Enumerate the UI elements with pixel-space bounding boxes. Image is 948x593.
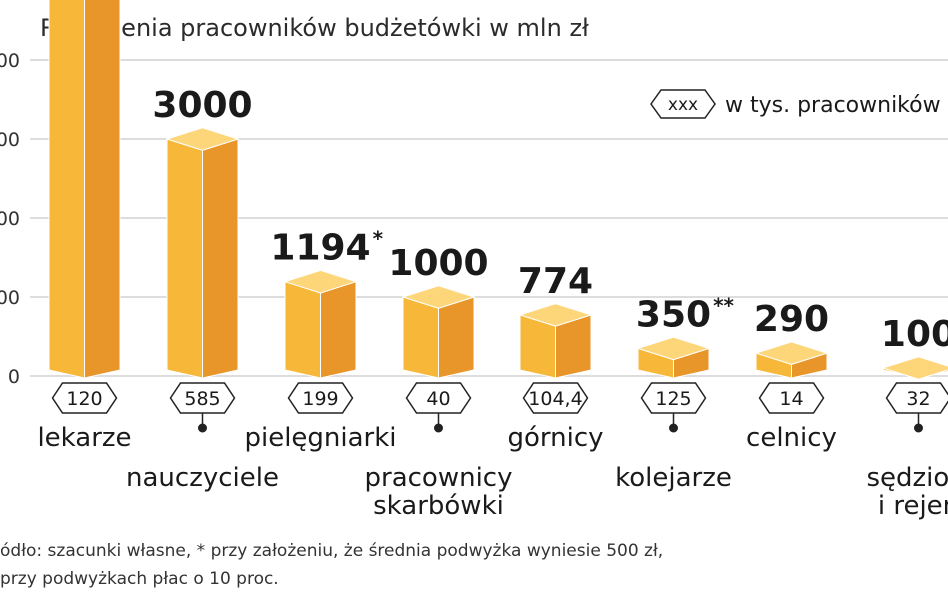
asterisk-mark: * xyxy=(373,227,384,251)
pin-dot xyxy=(198,423,207,433)
bar-group: 1194 * 199 pielęgniarki xyxy=(244,227,396,453)
bar-top xyxy=(401,285,476,309)
value-label: 100 xyxy=(881,314,948,355)
legend-hexagon-icon xyxy=(650,89,716,119)
category-label: pielęgniarki xyxy=(244,423,396,453)
bar-face xyxy=(48,0,85,379)
bar-side xyxy=(320,280,357,379)
count-label: 40 xyxy=(426,388,450,410)
y-tick-label: 000 xyxy=(0,208,20,230)
bar-group: 290 14 celnicy xyxy=(746,299,837,453)
bar-top xyxy=(518,303,593,327)
bar-group: 350 ** 125 kolejarze xyxy=(615,293,734,493)
value-label: 774 xyxy=(518,261,593,302)
y-tick-label: 0 xyxy=(8,366,20,388)
pin-dot xyxy=(434,423,443,433)
bar-group: 100 32 sędziowi rejen xyxy=(866,314,948,521)
count-label: 199 xyxy=(302,388,338,410)
bar-side xyxy=(84,0,121,379)
footnote: ódło: szacunki własne, * przy założeniu,… xyxy=(0,541,663,589)
value-label: 3000 xyxy=(152,85,252,126)
count-hexagon xyxy=(885,382,948,414)
bar-top xyxy=(881,356,948,380)
count-label: 32 xyxy=(906,388,930,410)
value-label: 350 xyxy=(636,294,711,335)
count-hexagon xyxy=(522,382,589,414)
count-hexagon xyxy=(758,382,825,414)
category-label: i rejen xyxy=(878,491,948,521)
y-tick-label: 000 xyxy=(0,287,20,309)
bar-group: 774 104,4 górnicy xyxy=(507,261,603,453)
asterisk-mark: ** xyxy=(713,293,734,317)
count-label: 14 xyxy=(779,388,803,410)
count-hexagon xyxy=(287,382,354,414)
bar-top xyxy=(754,341,829,365)
category-label: sędziow xyxy=(866,463,948,493)
count-hexagon xyxy=(51,382,118,414)
y-tick-label: 000 xyxy=(0,129,20,151)
bars: 7000120lekarze3000585nauczyciele1194*199… xyxy=(37,0,948,521)
bar-top xyxy=(283,269,358,294)
bar-group: 7000120lekarze xyxy=(37,0,132,453)
bar-side xyxy=(438,296,475,379)
count-hexagon xyxy=(405,382,472,414)
count-label: 120 xyxy=(66,388,102,410)
pin-dot xyxy=(669,423,678,433)
category-label: lekarze xyxy=(37,423,131,453)
value-label: 290 xyxy=(754,299,829,340)
legend-text: w tys. pracowników xyxy=(725,93,941,118)
count-label: 104,4 xyxy=(528,388,582,410)
legend-code: xxx xyxy=(668,95,698,115)
bar-top xyxy=(165,127,240,151)
bar-group: 3000 585 nauczyciele xyxy=(126,85,279,493)
bar-face xyxy=(284,280,321,379)
category-label: celnicy xyxy=(746,423,837,453)
category-label: skarbówki xyxy=(373,491,504,521)
value-label: 1194 xyxy=(270,228,370,269)
bar-face xyxy=(166,138,203,379)
legend: xxx w tys. pracowników xyxy=(650,89,941,119)
bar-side xyxy=(202,138,239,379)
y-axis-ticks: 0000000000000000 xyxy=(0,50,20,388)
chart-title: Roszczenia pracowników budżetówki w mln … xyxy=(40,14,589,42)
category-label: górnicy xyxy=(507,423,603,453)
count-hexagon xyxy=(640,382,707,414)
footnote-line: przy podwyżkach płac o 10 proc. xyxy=(0,569,279,589)
count-label: 125 xyxy=(655,388,691,410)
y-tick-label: 000 xyxy=(0,50,20,72)
footnote-line: ódło: szacunki własne, * przy założeniu,… xyxy=(0,541,663,561)
category-label: pracownicy xyxy=(365,463,513,493)
bar-top xyxy=(636,336,711,361)
count-hexagon xyxy=(169,382,236,414)
bar-face xyxy=(402,296,439,379)
category-label: kolejarze xyxy=(615,463,732,493)
category-label: nauczyciele xyxy=(126,463,279,493)
count-label: 585 xyxy=(184,388,220,410)
value-label: 1000 xyxy=(388,243,488,284)
pin-dot xyxy=(914,423,923,433)
